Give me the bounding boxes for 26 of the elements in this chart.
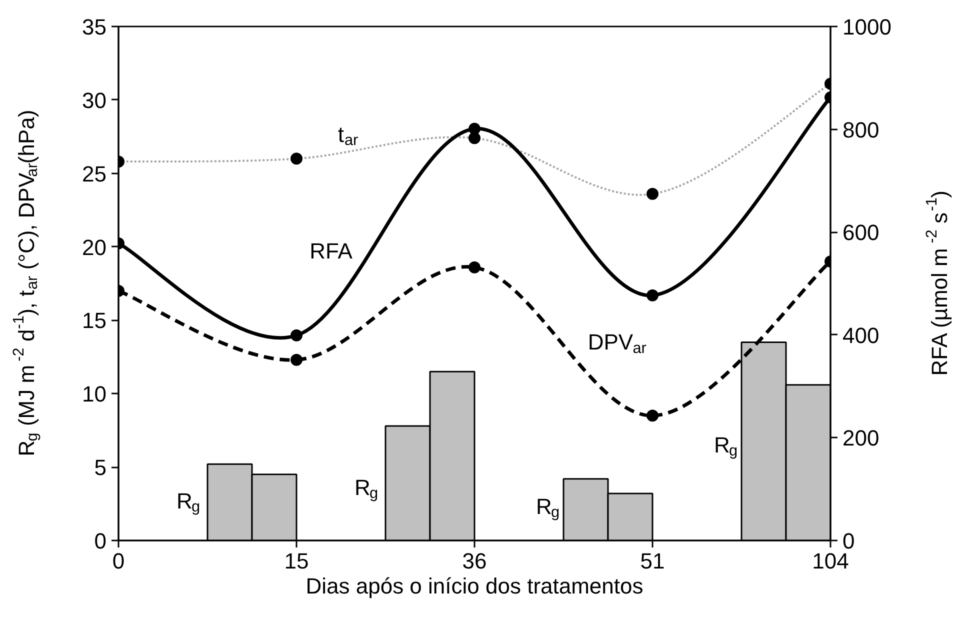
y2-tick-label: 1000 [842,14,892,40]
y2-tick-label: 200 [842,426,880,451]
point [468,122,480,135]
point [646,289,658,302]
x-tick-label: 51 [640,548,665,574]
y2-tick-label: 800 [842,117,880,142]
y-tick-label: 10 [82,382,107,407]
y-tick-label: 15 [82,308,107,334]
y2-tick-label: 600 [842,220,880,246]
point [290,354,302,366]
x-tick-label: 15 [284,548,309,574]
x-tick-label: 36 [462,548,487,574]
y2-axis-title: RFA (µmol m-2 s-1) [924,190,952,376]
y-tick-label: 35 [82,14,107,40]
point [468,261,480,274]
point [290,329,302,342]
annotation: RFA [310,238,353,264]
y-tick-label: 5 [94,455,107,480]
x-axis-title: Dias após o início dos tratamentos [306,574,644,598]
y2-tick-label: 400 [842,322,880,348]
y-tick-label: 20 [82,234,107,260]
point [646,410,658,422]
y-tick-label: 30 [82,88,107,113]
y-tick-label: 25 [82,161,107,186]
y-tick-label: 0 [94,528,107,554]
x-tick-label: 0 [112,548,125,574]
